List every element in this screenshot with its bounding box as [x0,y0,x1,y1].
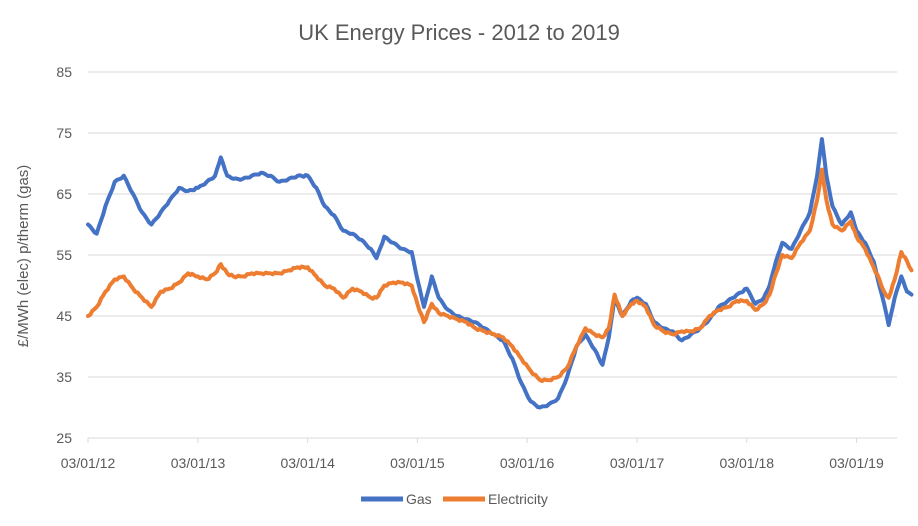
x-tick-label: 03/01/14 [280,455,335,471]
y-tick-label: 75 [56,125,72,141]
x-tick-label: 03/01/15 [390,455,445,471]
y-axis-title: £/MWh (elec) p/therm (gas) [15,165,32,348]
x-tick-label: 03/01/17 [610,455,665,471]
y-tick-label: 85 [56,64,72,80]
x-tick-label: 03/01/16 [500,455,555,471]
y-tick-label: 55 [56,247,72,263]
x-axis-ticks: 03/01/12 03/01/13 03/01/14 03/01/15 03/01/16… [61,438,884,471]
x-tick-label: 03/01/19 [829,455,884,471]
x-tick-label: 03/01/13 [171,455,226,471]
legend-label-electricity: Electricity [488,491,548,507]
gridlines [88,71,897,439]
y-tick-label: 65 [56,186,72,202]
x-tick-label: 03/01/12 [61,455,116,471]
y-tick-label: 35 [56,369,72,385]
series-line-gas [86,137,914,410]
chart-title: UK Energy Prices - 2012 to 2019 [298,20,620,45]
series-lines [86,137,914,410]
y-axis-ticks: 85 75 65 55 45 35 25 [56,64,72,446]
y-tick-label: 45 [56,308,72,324]
legend: Gas Electricity [361,491,548,507]
series-line-electricity [86,167,914,384]
y-tick-label: 25 [56,430,72,446]
x-tick-label: 03/01/18 [720,455,775,471]
legend-label-gas: Gas [406,491,432,507]
